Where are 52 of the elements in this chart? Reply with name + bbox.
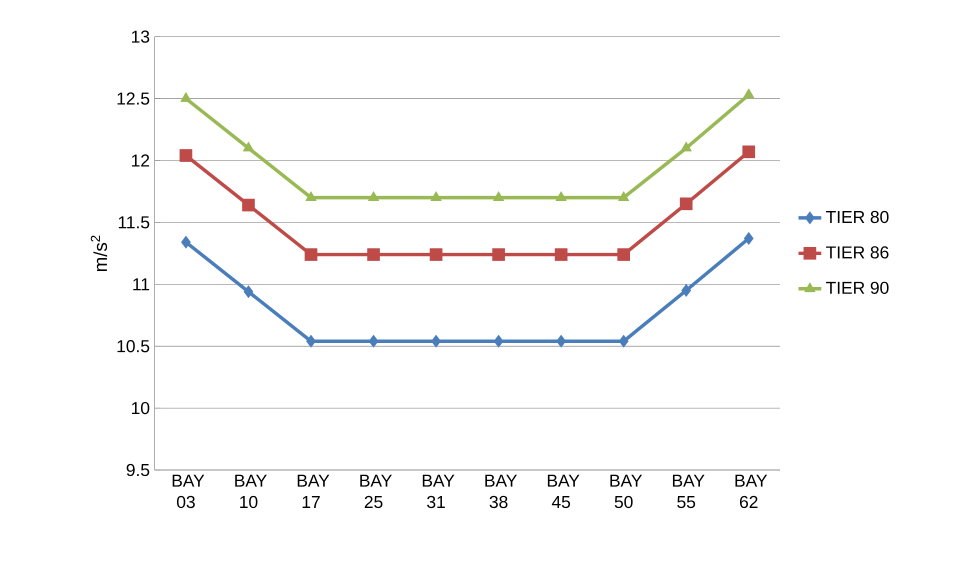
point bbox=[493, 191, 504, 201]
x-tick-label: BAY 62 bbox=[735, 474, 768, 508]
x-tick-label: BAY 25 bbox=[360, 474, 392, 508]
point bbox=[305, 191, 317, 201]
point bbox=[681, 284, 692, 297]
point bbox=[431, 334, 441, 348]
y-tick-label: 9.5 bbox=[126, 464, 150, 476]
point bbox=[180, 92, 192, 102]
point bbox=[242, 198, 255, 212]
y-tick-label: 10 bbox=[132, 402, 150, 414]
point bbox=[618, 334, 629, 348]
y-tick-label: 10.5 bbox=[118, 340, 150, 352]
point bbox=[242, 142, 254, 152]
point bbox=[430, 248, 442, 261]
y-tick-label: 12 bbox=[132, 154, 150, 167]
legend-label: TIER 80 bbox=[826, 210, 889, 224]
legend-label: TIER 90 bbox=[826, 282, 889, 294]
legend-label: TIER 86 bbox=[826, 246, 888, 259]
y-tick-label: 11.5 bbox=[118, 216, 150, 228]
x-tick-label: BAY 50 bbox=[610, 474, 642, 508]
point bbox=[492, 248, 505, 261]
point bbox=[680, 142, 692, 152]
point bbox=[554, 248, 568, 261]
point bbox=[556, 334, 566, 348]
point bbox=[680, 197, 693, 210]
point bbox=[618, 191, 630, 201]
x-tick-label: BAY 03 bbox=[172, 474, 204, 508]
point bbox=[744, 232, 754, 245]
y-tick-label: 11 bbox=[133, 278, 150, 290]
point bbox=[181, 236, 191, 249]
point bbox=[367, 248, 380, 261]
point bbox=[743, 88, 754, 98]
point bbox=[306, 334, 316, 348]
x-tick-label: BAY 10 bbox=[235, 474, 267, 508]
y-axis-title: m/s$^{2}$ bbox=[90, 236, 108, 272]
point bbox=[368, 334, 378, 348]
point bbox=[494, 334, 504, 348]
point bbox=[617, 248, 630, 261]
point bbox=[430, 191, 442, 201]
x-tick-label: BAY 31 bbox=[422, 474, 454, 508]
y-tick-label: 13 bbox=[132, 30, 150, 43]
y-tick-label: 12.5 bbox=[118, 92, 150, 105]
x-tick-label: BAY 45 bbox=[548, 474, 580, 508]
point bbox=[180, 149, 192, 162]
point bbox=[556, 191, 567, 201]
x-tick-label: BAY 55 bbox=[672, 474, 705, 508]
point bbox=[304, 248, 318, 261]
x-tick-label: BAY 38 bbox=[485, 474, 517, 508]
point bbox=[742, 145, 756, 158]
x-tick-label: BAY 17 bbox=[298, 474, 330, 508]
point bbox=[368, 191, 380, 201]
point bbox=[244, 285, 254, 298]
